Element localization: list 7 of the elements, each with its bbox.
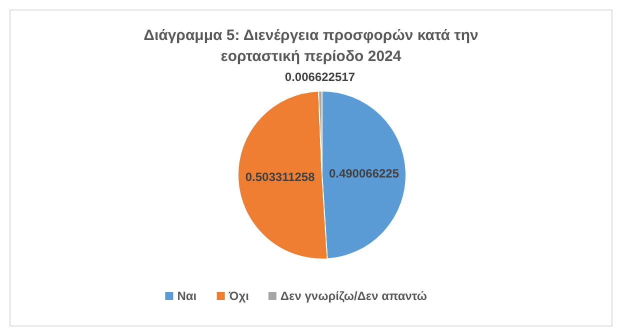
data-label: 0.503311258 [245, 170, 316, 184]
legend-label: Ναι [177, 289, 197, 303]
data-label: 0.490066225 [328, 166, 400, 181]
legend-label: Όχι [228, 289, 249, 303]
chart-title: Διάγραμμα 5: Διενέργεια προσφορών κατά την εορταστική περίοδο 2024 [144, 27, 478, 65]
data-label: 0.006622517 [284, 70, 356, 84]
legend-label: Δεν γνωρίζω/Δεν απαντώ [280, 289, 428, 303]
